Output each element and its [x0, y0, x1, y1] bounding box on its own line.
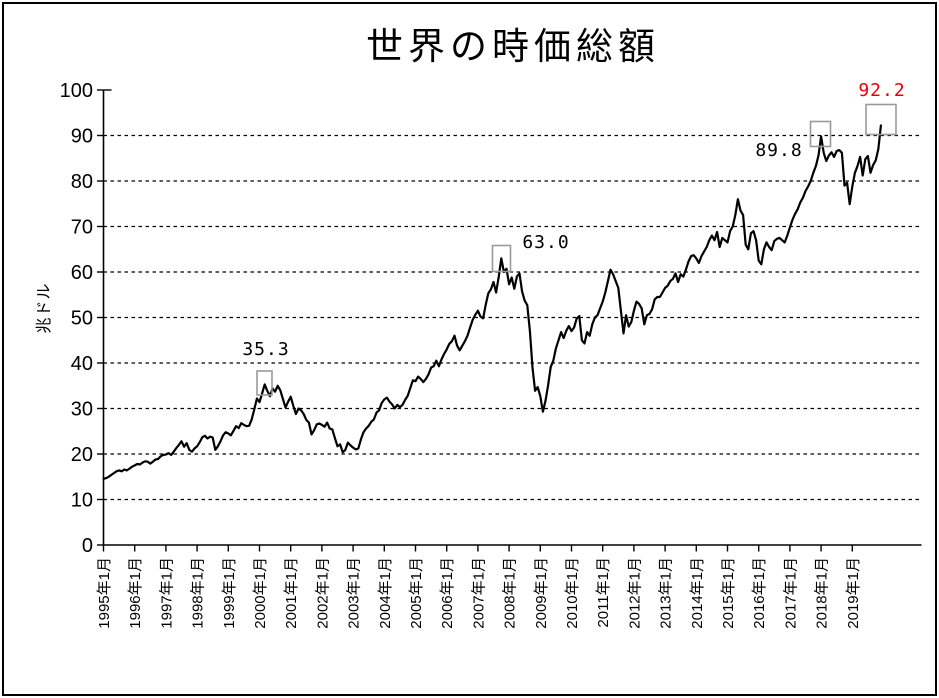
- x-tick-label: 2005年1月: [408, 557, 425, 629]
- peak-highlight-box: [256, 370, 273, 396]
- x-tick-label: 1999年1月: [221, 557, 238, 629]
- x-tick-label: 2010年1月: [564, 557, 581, 629]
- x-tick-label: 2000年1月: [252, 557, 269, 629]
- series-line: [102, 124, 883, 481]
- x-tick-label: 2019年1月: [845, 557, 862, 629]
- y-tick-label: 70: [71, 217, 93, 239]
- x-tick-label: 2012年1月: [626, 557, 643, 629]
- x-tick-label: 2002年1月: [314, 557, 331, 629]
- y-tick-label: 0: [82, 535, 93, 557]
- x-tick-label: 2014年1月: [689, 557, 706, 629]
- y-tick-label: 10: [71, 490, 93, 512]
- y-tick-label: 30: [71, 399, 93, 421]
- x-tick-label: 1995年1月: [96, 557, 113, 629]
- x-tick-label: 2016年1月: [751, 557, 768, 629]
- x-tick-label: 2013年1月: [658, 557, 675, 629]
- x-tick-label: 1996年1月: [127, 557, 144, 629]
- y-tick-label: 50: [71, 308, 93, 330]
- x-tick-label: 2006年1月: [439, 557, 456, 629]
- value-annotation: 35.3: [242, 339, 289, 360]
- x-tick-label: 2003年1月: [346, 557, 363, 629]
- x-tick-label: 2018年1月: [814, 557, 831, 629]
- x-tick-label: 2011年1月: [595, 557, 612, 628]
- y-tick-label: 40: [71, 353, 93, 375]
- x-tick-label: 2015年1月: [720, 557, 737, 629]
- x-tick-label: 1998年1月: [190, 557, 207, 629]
- market-cap-line: [102, 124, 883, 481]
- y-tick-label: 80: [71, 171, 93, 193]
- x-tick-label: 2001年1月: [283, 557, 300, 629]
- y-tick-label: 100: [60, 80, 93, 102]
- value-annotation: 92.2: [858, 80, 905, 101]
- peak-boxes: [256, 103, 897, 396]
- peak-highlight-box: [491, 244, 512, 273]
- peak-highlight-box: [809, 120, 832, 148]
- peak-highlight-box: [865, 103, 897, 136]
- x-tick-label: 2009年1月: [533, 557, 550, 629]
- x-tick-label: 2017年1月: [782, 557, 799, 629]
- gridlines: [103, 134, 921, 501]
- value-annotation: 63.0: [522, 232, 569, 253]
- x-tick-label: 2007年1月: [470, 557, 487, 629]
- x-tick-label: 1997年1月: [158, 557, 175, 629]
- x-tick-label: 2008年1月: [502, 557, 519, 629]
- y-axis: 0 10 20 30 40 50 60 70 80 90 100: [60, 80, 112, 557]
- y-tick-label: 90: [71, 126, 93, 148]
- value-annotation: 89.8: [755, 140, 802, 161]
- annotations: 35.3 63.0 89.8 92.2: [242, 80, 905, 360]
- x-tick-label: 2004年1月: [377, 557, 394, 629]
- y-tick-label: 60: [71, 262, 93, 284]
- x-axis: 1995年1月 1996年1月 1997年1月 1998年1月 1999年1月 2000年…: [96, 544, 922, 629]
- chart-title: 世界の時価総額: [366, 26, 660, 67]
- y-tick-label: 20: [71, 444, 93, 466]
